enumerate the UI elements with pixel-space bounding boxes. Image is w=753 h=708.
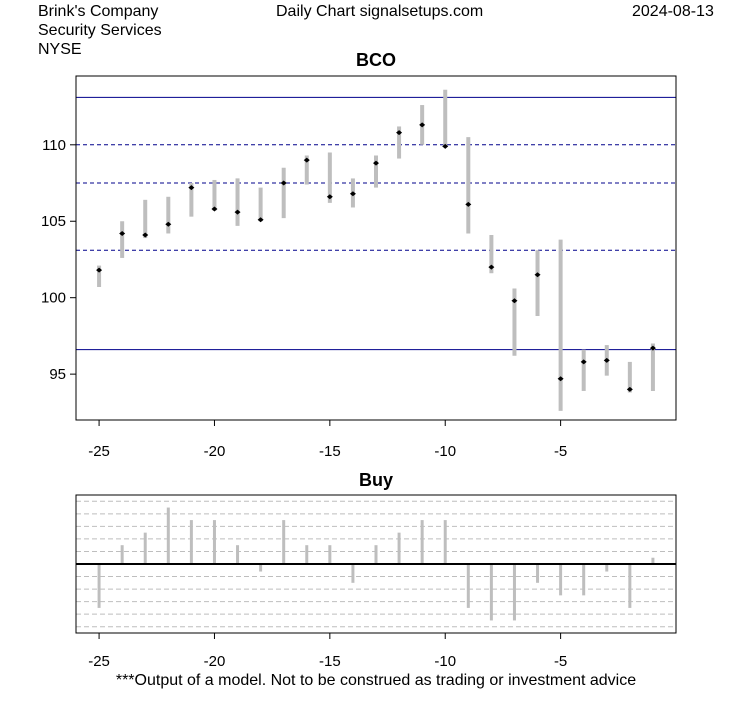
- signal-panel: Buy -25 -20 -15 -10 -5: [75, 470, 677, 670]
- close-marker: [442, 143, 449, 149]
- close-marker: [649, 345, 656, 351]
- x-tick-label: -10: [434, 443, 456, 460]
- close-marker: [119, 230, 126, 236]
- close-marker: [465, 201, 472, 207]
- close-marker: [580, 359, 587, 365]
- close-marker: [96, 267, 103, 273]
- y-tick-label: 110: [42, 137, 66, 154]
- x-tick-label: -20: [204, 653, 226, 670]
- x-tick-label: -25: [88, 653, 110, 670]
- close-marker: [326, 194, 333, 200]
- close-marker: [511, 298, 518, 304]
- x-tick-label: -15: [319, 653, 341, 670]
- close-marker: [303, 157, 310, 163]
- x-tick-label: -25: [88, 443, 110, 460]
- close-marker: [280, 180, 287, 186]
- x-tick-label: -10: [434, 653, 456, 670]
- site-label: Daily Chart signalsetups.com: [276, 3, 484, 20]
- price-panel: BCO 95 100 105 110 -25 -20 -15 -10 -5: [41, 50, 677, 460]
- close-marker: [373, 160, 379, 166]
- y-tick-label: 105: [41, 213, 66, 230]
- close-marker: [188, 185, 195, 191]
- chart-date: 2024-08-13: [632, 3, 714, 20]
- close-marker: [626, 386, 633, 392]
- close-marker: [142, 232, 149, 238]
- disclaimer: ***Output of a model. Not to be construe…: [116, 672, 636, 689]
- close-marker: [603, 357, 610, 363]
- close-marker: [349, 191, 356, 197]
- close-marker: [257, 217, 264, 223]
- x-tick-label: -15: [319, 443, 341, 460]
- exchange-label: NYSE: [38, 41, 82, 58]
- x-tick-label: -5: [554, 653, 567, 670]
- price-plot-frame: [75, 75, 677, 421]
- x-tick-label: -5: [554, 443, 567, 460]
- y-tick-label: 95: [49, 366, 66, 383]
- signal-plot-frame: [75, 494, 677, 634]
- close-marker: [419, 122, 426, 128]
- close-marker: [234, 209, 241, 215]
- close-marker: [211, 206, 218, 212]
- price-chart-title: BCO: [356, 50, 396, 70]
- close-marker: [396, 130, 403, 136]
- close-marker: [534, 272, 541, 278]
- close-marker: [557, 376, 564, 382]
- y-tick-label: 100: [41, 290, 66, 307]
- sector-label: Security Services: [38, 22, 162, 39]
- x-tick-label: -20: [204, 443, 226, 460]
- close-marker: [488, 264, 495, 270]
- signal-chart-title: Buy: [359, 470, 393, 490]
- company-name: Brink's Company: [38, 3, 159, 20]
- close-marker: [165, 221, 172, 227]
